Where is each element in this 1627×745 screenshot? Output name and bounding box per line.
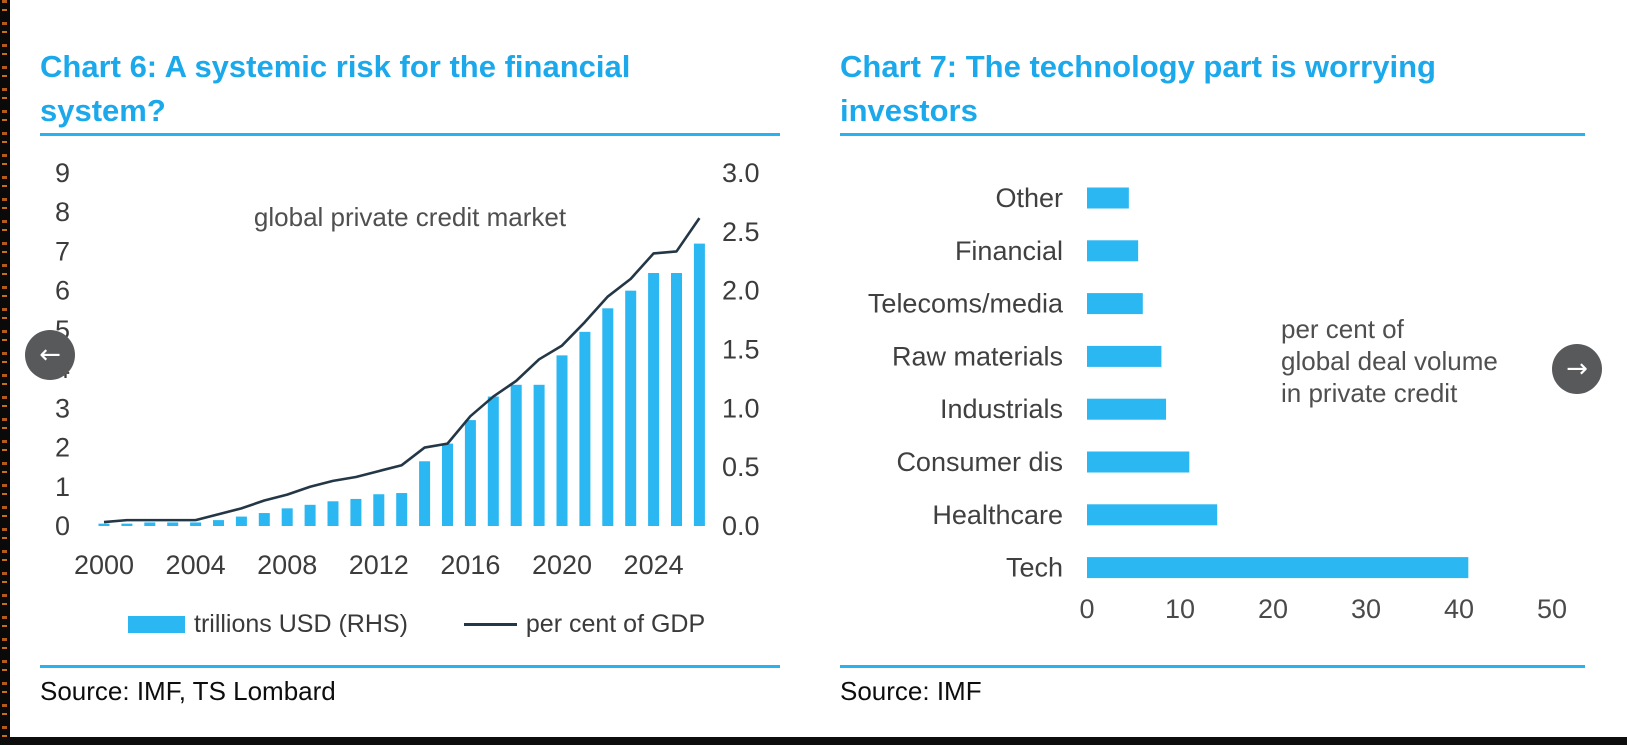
- chart7-source: Source: IMF: [840, 676, 982, 706]
- usd-trillions-bar: [487, 396, 499, 526]
- usd-trillions-bar: [648, 273, 660, 526]
- usd-trillions-bar: [213, 520, 224, 526]
- chart6-panel: Chart 6: A systemic risk for the financi…: [40, 45, 780, 715]
- chart6-title: Chart 6: A systemic risk for the financi…: [40, 49, 631, 128]
- deal-volume-bar: [1087, 398, 1167, 420]
- left-arrow-icon: ←: [39, 340, 61, 370]
- deal-volume-bar: [1087, 187, 1129, 209]
- x-axis-tick-label: 2000: [74, 550, 134, 580]
- usd-trillions-bar: [373, 494, 385, 526]
- left-axis-tick-label: 9: [55, 158, 70, 188]
- usd-trillions-bar: [304, 504, 316, 526]
- x-axis-tick-label: 2008: [257, 550, 317, 580]
- category-label: Consumer dis: [896, 447, 1063, 477]
- right-axis-tick-label: 0.5: [722, 452, 760, 482]
- left-axis-tick-label: 6: [55, 276, 70, 306]
- usd-trillions-bar: [625, 290, 637, 526]
- category-label: Raw materials: [892, 341, 1063, 371]
- right-axis-tick-label: 1.5: [722, 335, 760, 365]
- deal-volume-bar: [1087, 240, 1139, 262]
- usd-trillions-bar: [396, 493, 408, 526]
- usd-trillions-bar: [281, 508, 293, 526]
- left-edge-artifact: [0, 0, 10, 745]
- category-label: Other: [995, 183, 1063, 213]
- category-label: Telecoms/media: [868, 289, 1064, 319]
- usd-trillions-bar: [602, 308, 614, 526]
- chart6-annotation: global private credit market: [253, 202, 567, 232]
- usd-trillions-bar: [464, 420, 476, 526]
- right-axis-tick-label: 3.0: [722, 158, 760, 188]
- left-edge-text-flecks: [2, 0, 7, 745]
- left-axis-tick-label: 2: [55, 433, 70, 463]
- left-axis-tick-label: 1: [55, 472, 70, 502]
- right-axis-tick-label: 1.0: [722, 393, 760, 423]
- usd-trillions-bar: [327, 501, 339, 526]
- chart7-panel: Chart 7: The technology part is worrying…: [840, 45, 1585, 715]
- x-axis-tick-label: 20: [1258, 594, 1288, 624]
- x-axis-tick-label: 2016: [440, 550, 500, 580]
- previous-slide-button[interactable]: ←: [25, 330, 75, 380]
- left-axis-tick-label: 7: [55, 236, 70, 266]
- x-axis-tick-label: 2012: [349, 550, 409, 580]
- deal-volume-bar: [1087, 345, 1162, 367]
- x-axis-tick-label: 2024: [624, 550, 684, 580]
- usd-trillions-bar: [190, 522, 202, 526]
- usd-trillions-bar: [121, 523, 133, 526]
- x-axis-tick-label: 10: [1165, 594, 1195, 624]
- chart6-title-underline: [40, 133, 780, 136]
- left-axis-tick-label: 0: [55, 511, 70, 541]
- legend-line-label: per cent of GDP: [525, 610, 706, 638]
- usd-trillions-bar: [258, 513, 270, 526]
- x-axis-tick-label: 2004: [166, 550, 226, 580]
- usd-trillions-bar: [533, 384, 545, 526]
- chart6-plot: 98765432103.02.52.01.51.00.50.0200020042…: [55, 158, 760, 580]
- next-slide-button[interactable]: →: [1552, 344, 1602, 394]
- deal-volume-bar: [1087, 557, 1469, 579]
- usd-trillions-bar: [579, 331, 591, 526]
- chart7-title-underline: [840, 133, 1585, 136]
- deal-volume-bar: [1087, 451, 1190, 473]
- pct-of-gdp-line: [103, 217, 701, 524]
- usd-trillions-bar: [235, 516, 247, 526]
- chart6-source: Source: IMF, TS Lombard: [40, 676, 336, 706]
- usd-trillions-bar: [419, 461, 431, 526]
- usd-trillions-bar: [510, 384, 522, 526]
- usd-trillions-bar: [442, 443, 453, 526]
- chart7-title: Chart 7: The technology part is worrying…: [840, 49, 1436, 128]
- left-axis-tick-label: 3: [55, 393, 70, 423]
- legend-bar-label: trillions USD (RHS): [194, 610, 408, 638]
- legend-line-swatch: [463, 623, 517, 626]
- deal-volume-bar: [1087, 293, 1143, 315]
- deal-volume-bar: [1087, 504, 1218, 526]
- chart6-legend: trillions USD (RHS) per cent of GDP: [128, 610, 705, 639]
- x-axis-tick-label: 30: [1351, 594, 1381, 624]
- bottom-edge-bar: [0, 737, 1627, 745]
- category-label: Industrials: [940, 394, 1063, 424]
- right-arrow-icon: →: [1566, 354, 1588, 384]
- usd-trillions-bar: [167, 522, 179, 526]
- chart7-plot: Other Financial Telecoms/media Raw material…: [868, 183, 1567, 624]
- chart6-source-rule: [40, 665, 780, 668]
- chart7-annotation: per cent of global deal volume in privat…: [1281, 314, 1498, 408]
- chart7-source-rule: [840, 665, 1585, 668]
- x-axis-tick-label: 40: [1444, 594, 1474, 624]
- usd-trillions-bar: [350, 498, 362, 526]
- usd-trillions-bar: [693, 243, 705, 526]
- x-axis-tick-label: 50: [1537, 594, 1567, 624]
- usd-trillions-bar: [144, 522, 156, 526]
- usd-trillions-bar: [98, 523, 110, 526]
- left-axis-tick-label: 8: [55, 197, 70, 227]
- category-label: Healthcare: [932, 500, 1063, 530]
- right-axis-tick-label: 2.5: [722, 217, 760, 247]
- right-axis-tick-label: 0.0: [722, 511, 760, 541]
- x-axis-tick-label: 0: [1079, 594, 1094, 624]
- usd-trillions-bar: [671, 273, 682, 526]
- right-axis-tick-label: 2.0: [722, 276, 760, 306]
- category-label: Financial: [955, 236, 1063, 266]
- x-axis-tick-label: 2020: [532, 550, 592, 580]
- usd-trillions-bar: [556, 355, 568, 526]
- legend-bar-swatch: [128, 616, 185, 633]
- category-label: Tech: [1006, 553, 1063, 583]
